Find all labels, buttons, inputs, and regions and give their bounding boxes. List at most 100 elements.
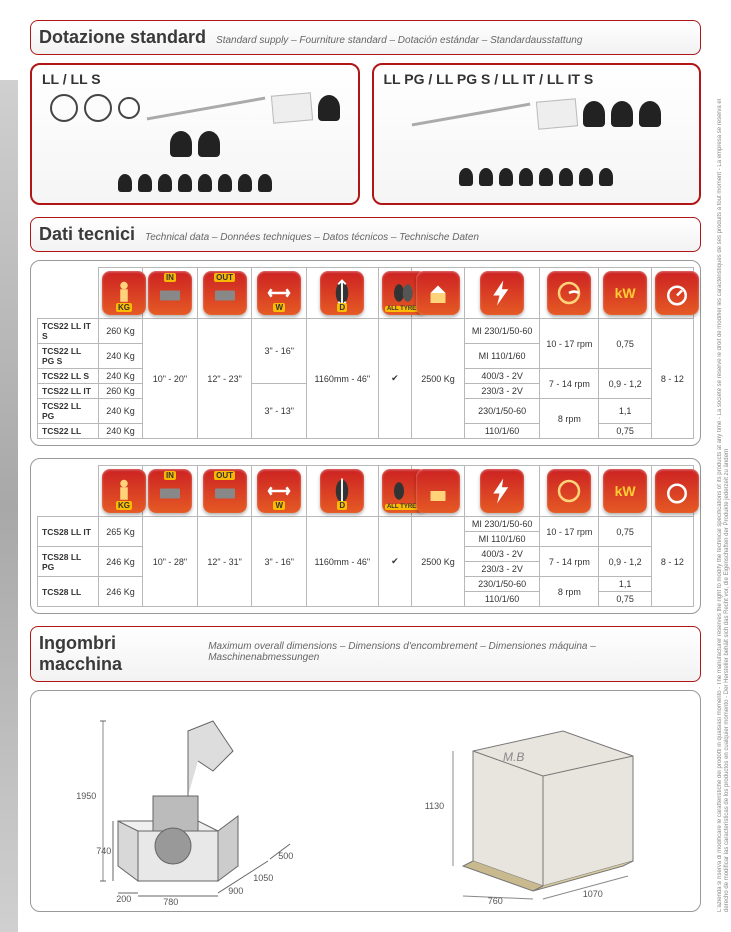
bar-cell: 8 - 12 [651,319,693,439]
weight-cell: 240 Kg [98,369,142,384]
pressure-bar-icon [655,469,699,513]
rim-out-icon: OUT [203,271,247,315]
kw-cell: 1,1 [599,399,652,424]
dim-s2: 1050 [253,873,273,883]
supply-illustration-2 [384,93,690,193]
dim-d1: 200 [116,894,131,904]
width-cell: 3" - 13" [252,384,307,439]
speed-cell: 7 - 14 rpm [540,369,599,399]
bar-cell: 8 - 12 [651,517,693,607]
voltage-cell: 230/3 - 2V [464,384,540,399]
dim-s1: 900 [228,886,243,896]
speed-cell: 10 - 17 rpm [540,319,599,369]
load-cell: 2500 Kg [412,319,465,439]
dim-h-overall: 1950 [76,791,96,801]
supply-box-2: LL PG / LL PG S / LL IT / LL IT S [372,63,702,205]
model-cell: TCS22 LL S [38,369,99,384]
box-illustration: M.B 1130 760 1070 [413,701,673,901]
power-supply-icon [480,271,524,315]
speed-cell: 8 rpm [540,577,599,607]
rim-out-cell: 12" - 23" [197,319,252,439]
page-edge-strip [0,80,18,932]
section-supply-header: Dotazione standard Standard supply – Fou… [30,20,701,55]
motor-kw-icon: kW [603,271,647,315]
load-icon [416,271,460,315]
table-header-row: KG IN OUT W D ALL TYRES kW [38,268,694,319]
voltage-cell: MI 110/1/60 [464,344,540,369]
width-cell: 3" - 16" [252,319,307,384]
dim-box-h: 1130 [425,801,444,811]
model-cell: TCS22 LL IT [38,384,99,399]
weight-cell: 240 Kg [98,344,142,369]
diameter-icon: D [320,271,364,315]
width-icon: W [257,271,301,315]
voltage-cell: 110/1/60 [464,592,540,607]
kw-cell: 0,75 [599,424,652,439]
supply-box-1-title: LL / LL S [42,71,348,87]
rim-in-cell: 10" - 20" [143,319,198,439]
alltyres-cell: ✔ [378,319,412,439]
kw-cell: 1,1 [599,577,652,592]
tech-table-2-frame: KG IN OUT W D ALL TYRES kW TCS28 LL IT 2… [30,458,701,614]
supply-illustration-1 [42,93,348,193]
width-icon: W [257,469,301,513]
tech-subtitle: Technical data – Données techniques – Da… [145,232,479,243]
voltage-cell: MI 110/1/60 [464,532,540,547]
voltage-cell: 230/1/50-60 [464,399,540,424]
rim-in-icon: IN [148,271,192,315]
dims-subtitle: Maximum overall dimensions – Dimensions … [208,641,692,663]
rim-in-icon: IN [148,469,192,513]
tech-table-1: KG IN OUT W D ALL TYRES kW TCS22 LL IT S… [37,267,694,439]
speed-cell: 10 - 17 rpm [540,517,599,547]
kw-cell: 0,9 - 1,2 [599,369,652,399]
dim-box-w: 1070 [583,889,603,899]
diameter-cell: 1160mm - 46" [307,517,378,607]
supply-box-2-title: LL PG / LL PG S / LL IT / LL IT S [384,71,690,87]
voltage-cell: MI 230/1/50-60 [464,517,540,532]
page: Dotazione standard Standard supply – Fou… [0,0,731,932]
table-row: TCS22 LL IT S 260 Kg 10" - 20" 12" - 23"… [38,319,694,344]
dims-title: Ingombri macchina [39,633,198,675]
tech-table-2: KG IN OUT W D ALL TYRES kW TCS28 LL IT 2… [37,465,694,607]
diameter-icon: D [320,469,364,513]
voltage-cell: 110/1/60 [464,424,540,439]
tech-table-1-frame: KG IN OUT W D ALL TYRES kW TCS22 LL IT S… [30,260,701,446]
power-supply-icon [480,469,524,513]
load-icon [416,469,460,513]
alltyres-cell: ✔ [378,517,412,607]
weight-cell: 240 Kg [98,424,142,439]
model-cell: TCS28 LL PG [38,547,99,577]
model-cell: TCS22 LL PG S [38,344,99,369]
rim-out-icon: OUT [203,469,247,513]
supply-box-1: LL / LL S [30,63,360,205]
voltage-cell: 400/3 - 2V [464,369,540,384]
kw-cell: 0,75 [599,592,652,607]
model-cell: TCS28 LL IT [38,517,99,547]
section-dims-header: Ingombri macchina Maximum overall dimens… [30,626,701,682]
speed-icon [547,469,591,513]
model-cell: TCS22 LL [38,424,99,439]
rim-out-cell: 12" - 31" [197,517,252,607]
speed-icon [547,271,591,315]
dim-s3: 500 [278,851,293,861]
weight-cell: 265 Kg [98,517,142,547]
rim-in-cell: 10" - 28" [143,517,198,607]
kw-cell: 0,75 [599,319,652,369]
dims-frame: 1950 740 200 780 900 1050 500 M.B [30,690,701,912]
weight-cell: 240 Kg [98,399,142,424]
machine-illustration: 1950 740 200 780 900 1050 500 [58,701,358,901]
diameter-cell: 1160mm - 46" [307,319,378,439]
weight-cell: 260 Kg [98,319,142,344]
supply-title: Dotazione standard [39,27,206,48]
voltage-cell: MI 230/1/50-60 [464,319,540,344]
speed-cell: 7 - 14 rpm [540,547,599,577]
supply-boxes: LL / LL S LL PG / LL PG S / LL IT / LL I… [30,63,701,205]
weight-cell: 246 Kg [98,547,142,577]
kw-cell: 0,9 - 1,2 [599,547,652,577]
dim-h-base: 740 [96,846,111,856]
load-cell: 2500 Kg [412,517,465,607]
width-cell: 3" - 16" [252,517,307,607]
kw-cell: 0,75 [599,517,652,547]
model-cell: TCS28 LL [38,577,99,607]
svg-text:M.B: M.B [503,750,524,764]
